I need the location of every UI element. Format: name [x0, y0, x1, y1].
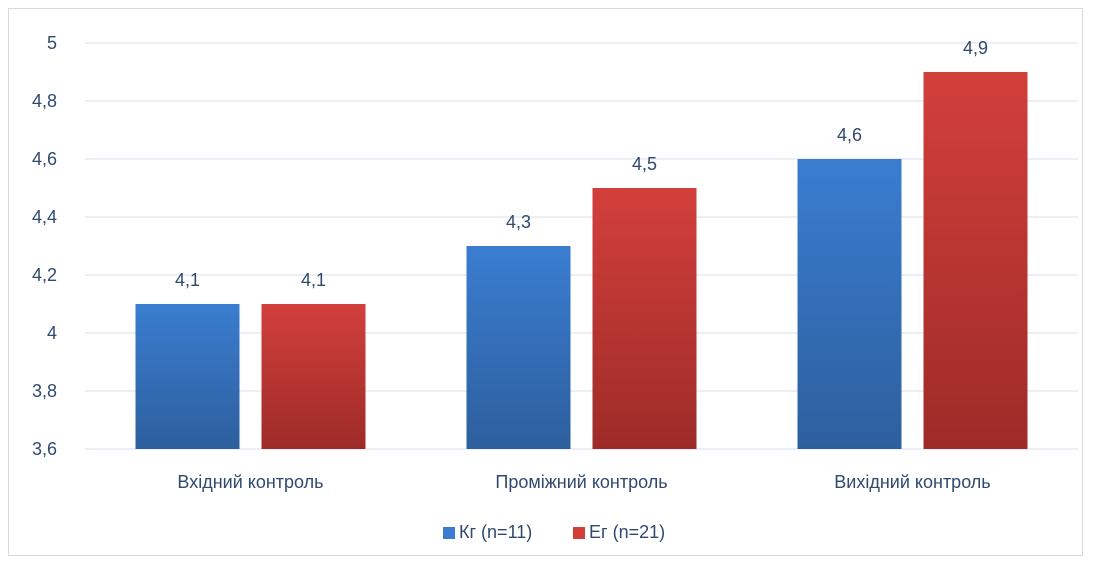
- data-label: 4,1: [301, 270, 326, 290]
- data-label: 4,9: [963, 38, 988, 58]
- data-labels: 4,1 4,1 4,3 4,5 4,6 4,9: [175, 38, 988, 290]
- gridlines: [85, 42, 1078, 450]
- bar: [592, 188, 697, 449]
- y-tick-label: 3,8: [32, 381, 57, 401]
- category-label: Проміжний контроль: [495, 472, 667, 492]
- data-label: 4,3: [506, 212, 531, 232]
- data-label: 4,6: [837, 125, 862, 145]
- y-tick-label: 4,8: [32, 91, 57, 111]
- x-axis-categories: Вхідний контроль Проміжний контроль Вихідн…: [177, 472, 990, 492]
- bar: [923, 72, 1028, 449]
- bars: [135, 72, 1028, 449]
- bar: [135, 304, 240, 449]
- y-axis-ticks: 3,6 3,8 4 4,2 4,4 4,6 4,8 5: [32, 33, 57, 459]
- y-tick-label: 4,6: [32, 149, 57, 169]
- legend: Кг (n=11) Ег (n=21): [443, 522, 665, 542]
- legend-entry: Ег (n=21): [589, 522, 665, 542]
- y-tick-label: 4: [47, 323, 57, 343]
- legend-entry: Кг (n=11): [459, 522, 532, 542]
- bar: [797, 159, 902, 449]
- category-label: Вихідний контроль: [834, 472, 990, 492]
- bar: [466, 246, 571, 449]
- y-tick-label: 3,6: [32, 439, 57, 459]
- legend-swatch: [573, 527, 585, 539]
- data-label: 4,5: [632, 154, 657, 174]
- legend-swatch: [443, 527, 455, 539]
- y-tick-label: 5: [47, 33, 57, 53]
- data-label: 4,1: [175, 270, 200, 290]
- bar: [261, 304, 366, 449]
- category-label: Вхідний контроль: [177, 472, 323, 492]
- y-tick-label: 4,4: [32, 207, 57, 227]
- y-tick-label: 4,2: [32, 265, 57, 285]
